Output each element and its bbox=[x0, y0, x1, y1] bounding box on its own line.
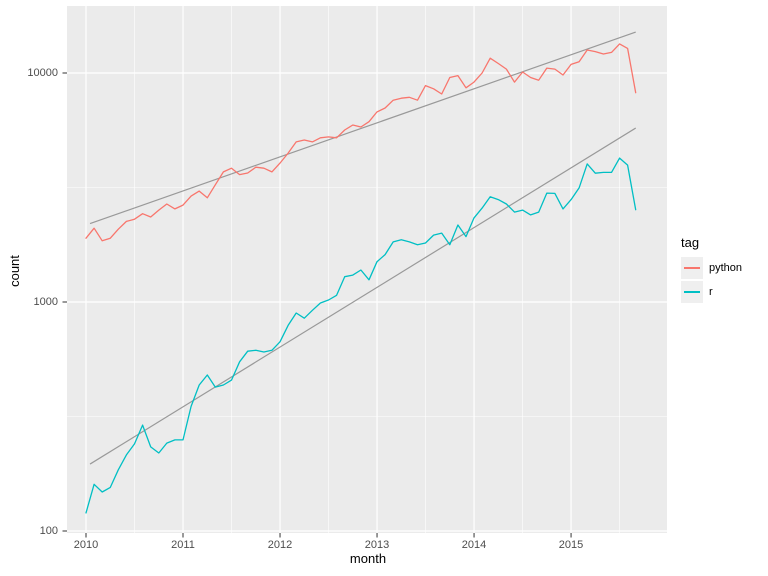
x-tick-label: 2013 bbox=[364, 539, 390, 551]
y-tick-label: 100 bbox=[39, 525, 58, 537]
legend-label: r bbox=[709, 286, 713, 298]
trend-line-r-trend bbox=[89, 127, 637, 465]
series-line-r bbox=[85, 157, 637, 514]
legend-title: tag bbox=[681, 235, 700, 250]
x-tick-label: 2014 bbox=[461, 539, 487, 551]
python-line-swatch-icon bbox=[684, 267, 700, 269]
plot-panel bbox=[67, 6, 667, 533]
trend-line-python-trend bbox=[89, 31, 636, 225]
x-tick-label: 2012 bbox=[267, 539, 293, 551]
x-axis-title: month bbox=[349, 551, 387, 566]
x-tick-label: 2010 bbox=[73, 539, 99, 551]
legend-entry-r: r bbox=[681, 281, 742, 303]
y-tick-label: 1000 bbox=[33, 296, 58, 308]
legend-key-box bbox=[681, 257, 703, 279]
x-tick-label: 2015 bbox=[558, 539, 584, 551]
series-line-python bbox=[85, 43, 637, 242]
r-line-swatch-icon bbox=[684, 291, 700, 293]
legend: tag python r bbox=[681, 235, 742, 305]
legend-entry-python: python bbox=[681, 257, 742, 279]
y-axis-title: count bbox=[7, 255, 22, 287]
y-tick-label: 10000 bbox=[27, 67, 58, 79]
legend-label: python bbox=[709, 262, 743, 274]
x-tick-label: 2011 bbox=[171, 539, 195, 551]
legend-key-box bbox=[681, 281, 703, 303]
